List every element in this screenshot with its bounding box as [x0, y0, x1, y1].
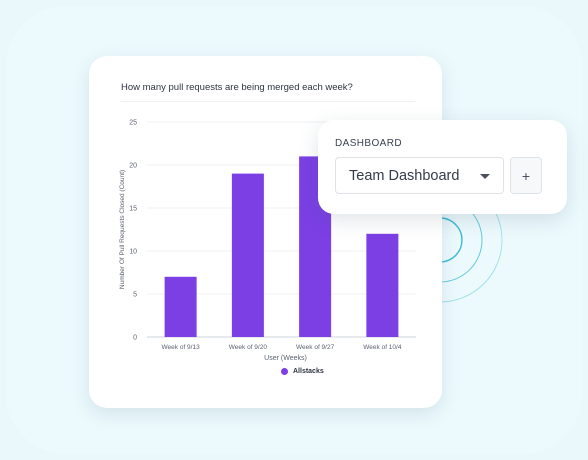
y-tick-label: 5	[133, 292, 137, 299]
dashboard-label: DASHBOARD	[335, 138, 402, 149]
dashboard-select[interactable]: Team Dashboard	[335, 157, 504, 194]
x-tick-label: Week of 10/4	[363, 344, 402, 351]
bar-chart: 0 5 10 15 20 25 Week of 9/13 Week of 9/20 Week o…	[119, 120, 416, 362]
x-tick-label: Week of 9/20	[229, 344, 268, 351]
chart-title: How many pull requests are being merged …	[121, 82, 353, 93]
bar	[231, 173, 264, 337]
y-tick-label: 20	[129, 163, 137, 170]
dashboard-picker-card: DASHBOARD Team Dashboard +	[318, 120, 567, 214]
plus-icon: +	[521, 167, 531, 184]
y-tick-label: 10	[129, 249, 137, 256]
bar	[164, 276, 197, 337]
x-tick-label: Week of 9/27	[296, 344, 335, 351]
y-tick-label: 0	[133, 335, 137, 342]
chart-card: How many pull requests are being merged …	[89, 56, 442, 408]
y-tick-label: 15	[129, 206, 137, 213]
y-axis-label: Number Of Pull Requests Closed (Count)	[119, 170, 126, 289]
bar	[366, 233, 399, 337]
y-tick-label: 25	[129, 120, 137, 127]
x-axis-label: User (Weeks)	[264, 355, 307, 362]
chevron-down-icon	[480, 174, 490, 179]
chart-legend[interactable]: Allstacks	[281, 368, 324, 375]
dashboard-select-value: Team Dashboard	[349, 168, 460, 184]
add-dashboard-button[interactable]: +	[510, 157, 542, 194]
legend-swatch-icon	[281, 368, 288, 375]
title-divider	[121, 101, 415, 102]
legend-label: Allstacks	[293, 368, 324, 375]
x-tick-label: Week of 9/13	[162, 344, 201, 351]
